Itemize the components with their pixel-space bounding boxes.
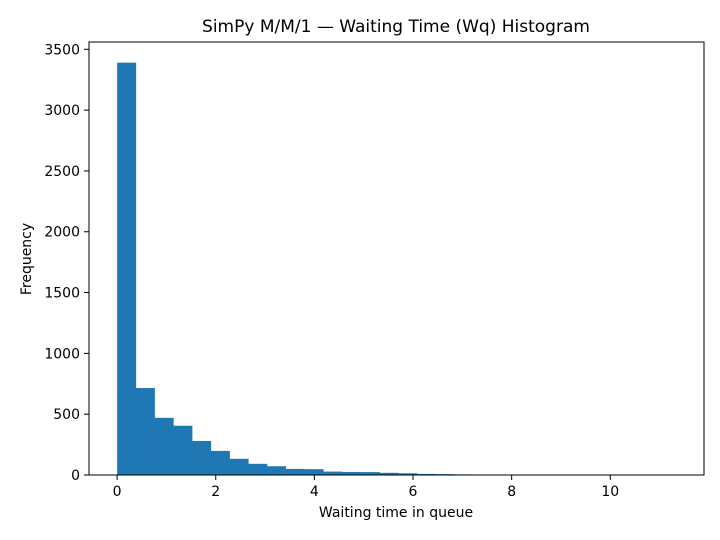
y-axis-label: Frequency bbox=[19, 223, 35, 295]
y-tick-label: 1000 bbox=[44, 346, 80, 362]
histogram-bar bbox=[285, 468, 305, 475]
histogram-bar bbox=[173, 425, 193, 475]
x-axis-label: Waiting time in queue bbox=[319, 505, 473, 521]
histogram-bar bbox=[248, 463, 268, 475]
bars-group bbox=[117, 62, 680, 476]
x-tick-label: 6 bbox=[409, 484, 418, 500]
histogram-bar bbox=[416, 473, 437, 475]
histogram-bar bbox=[379, 472, 399, 475]
histogram-bar bbox=[210, 450, 230, 475]
histogram-bar bbox=[398, 473, 418, 475]
y-tick-label: 3000 bbox=[44, 103, 80, 119]
y-tick-label: 500 bbox=[53, 407, 80, 423]
x-tick-label: 10 bbox=[601, 484, 619, 500]
histogram-bar bbox=[342, 471, 362, 475]
y-tick-label: 2000 bbox=[44, 225, 80, 241]
histogram-bar bbox=[323, 471, 343, 475]
histogram-bar bbox=[229, 458, 249, 475]
y-tick-label: 3500 bbox=[44, 42, 80, 58]
chart-title: SimPy M/M/1 — Waiting Time (Wq) Histogra… bbox=[202, 17, 590, 37]
y-tick-label: 0 bbox=[71, 468, 80, 484]
plot-frame bbox=[88, 41, 705, 476]
x-tick-label: 8 bbox=[507, 484, 516, 500]
x-tick-label: 4 bbox=[310, 484, 319, 500]
histogram-bar bbox=[135, 388, 155, 475]
histogram-bar bbox=[117, 62, 137, 476]
y-tick-label: 2500 bbox=[44, 164, 80, 180]
y-tick-label: 1500 bbox=[44, 286, 80, 302]
x-tick-label: 2 bbox=[211, 484, 220, 500]
x-tick-label: 0 bbox=[113, 484, 122, 500]
histogram-bar bbox=[267, 466, 287, 475]
x-axis: 0 2 4 6 8 10 bbox=[113, 475, 619, 500]
histogram-bar bbox=[304, 469, 324, 475]
y-axis: 0 500 1000 1500 2000 2500 3000 3500 bbox=[44, 42, 89, 484]
histogram-bar bbox=[154, 417, 174, 475]
histogram-bar bbox=[192, 440, 212, 475]
histogram-bar bbox=[360, 472, 380, 475]
